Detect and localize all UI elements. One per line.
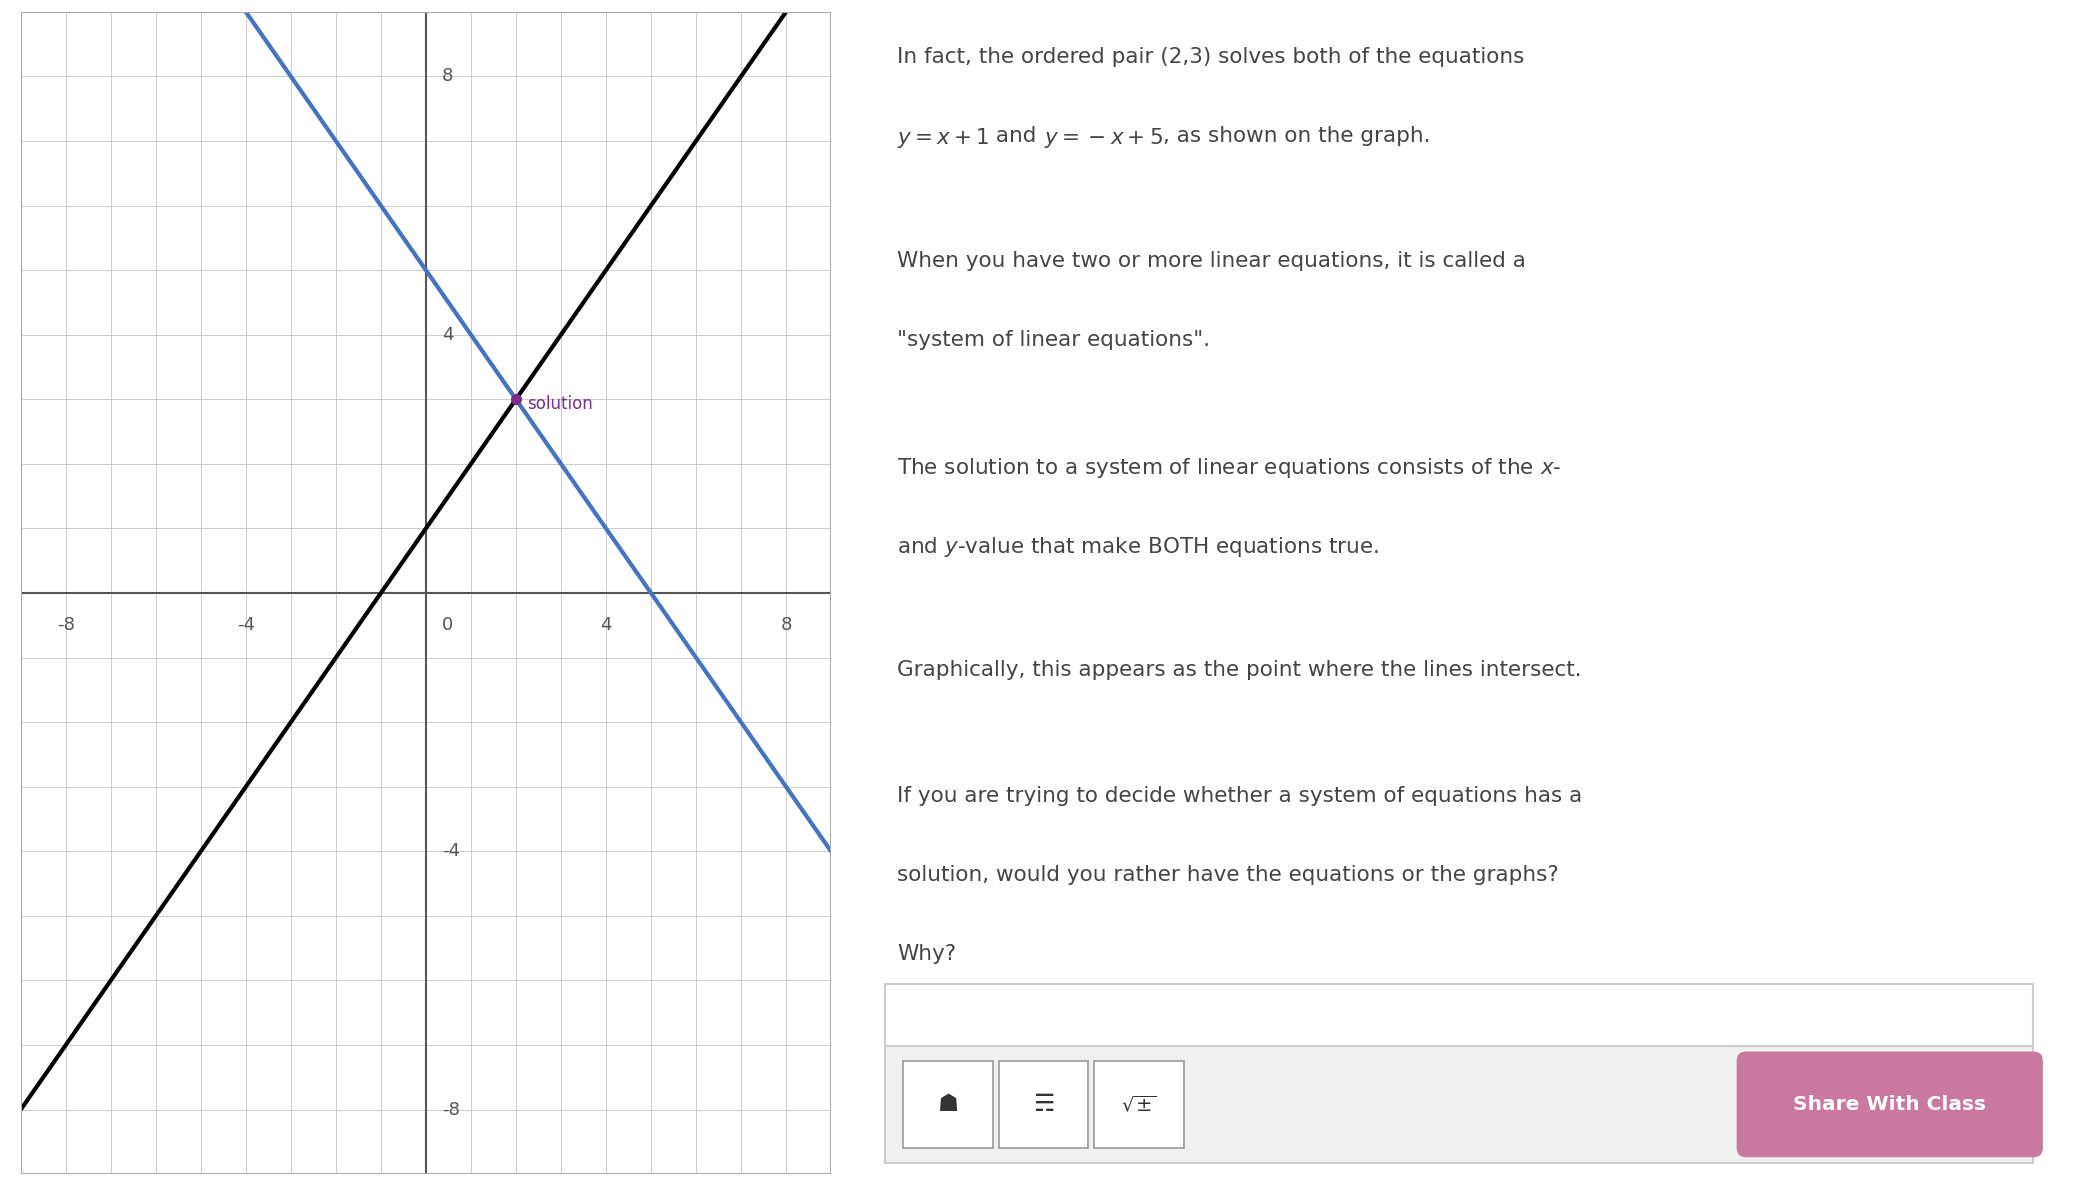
Text: In fact, the ordered pair (2,3) solves both of the equations: In fact, the ordered pair (2,3) solves b… (898, 46, 1525, 66)
Text: and: and (989, 126, 1043, 146)
FancyBboxPatch shape (885, 1046, 2032, 1162)
Text: When you have two or more linear equations, it is called a: When you have two or more linear equatio… (898, 251, 1525, 272)
Text: $\sqrt{\pm}$: $\sqrt{\pm}$ (1122, 1093, 1157, 1115)
Text: solution: solution (528, 395, 592, 413)
Text: and $y$-value that make BOTH equations true.: and $y$-value that make BOTH equations t… (898, 535, 1380, 559)
Text: $y=x+1$: $y=x+1$ (898, 126, 989, 149)
FancyBboxPatch shape (1737, 1052, 2043, 1158)
Text: Why?: Why? (898, 944, 956, 964)
Text: "system of linear equations".: "system of linear equations". (898, 331, 1209, 350)
Text: , as shown on the graph.: , as shown on the graph. (1164, 126, 1430, 146)
FancyBboxPatch shape (1095, 1060, 1184, 1148)
Text: solution, would you rather have the equations or the graphs?: solution, would you rather have the equa… (898, 865, 1558, 885)
Text: If you are trying to decide whether a system of equations has a: If you are trying to decide whether a sy… (898, 786, 1581, 806)
FancyBboxPatch shape (1000, 1060, 1089, 1148)
Bar (21, 12, 831, 1174)
Text: 8: 8 (781, 616, 792, 633)
Text: $y=-x+5$: $y=-x+5$ (1043, 126, 1164, 149)
Text: Share With Class: Share With Class (1793, 1095, 1987, 1114)
Text: The solution to a system of linear equations consists of the $x$-: The solution to a system of linear equat… (898, 455, 1561, 480)
Text: 4: 4 (601, 616, 611, 633)
Text: -8: -8 (56, 616, 75, 633)
Text: -8: -8 (443, 1101, 459, 1118)
Text: 0: 0 (443, 616, 453, 633)
Text: -4: -4 (237, 616, 256, 633)
Text: 4: 4 (443, 326, 453, 344)
Text: -4: -4 (443, 842, 459, 860)
Text: Graphically, this appears as the point where the lines intersect.: Graphically, this appears as the point w… (898, 661, 1581, 681)
Text: ☴: ☴ (1033, 1092, 1054, 1116)
Text: 8: 8 (443, 68, 453, 85)
Text: ☗: ☗ (937, 1092, 958, 1116)
FancyBboxPatch shape (904, 1060, 993, 1148)
FancyBboxPatch shape (885, 983, 2032, 1046)
